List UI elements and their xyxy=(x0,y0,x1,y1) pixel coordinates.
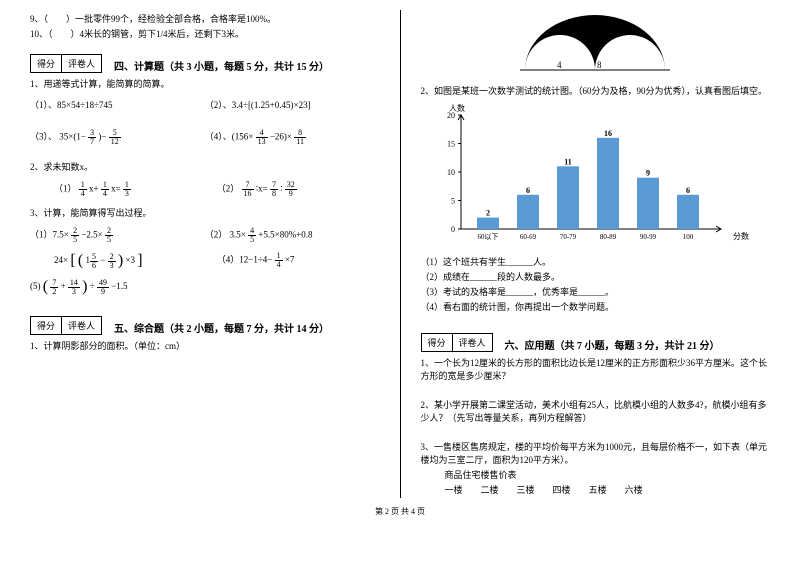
score-label: 得分 xyxy=(31,55,62,72)
q2: 2、如图是某班一次数学测试的统计图。（60分为及格，90分为优秀），认真看图后填… xyxy=(421,84,771,97)
sub1: （1）这个班共有学生______人。 xyxy=(421,255,771,268)
svg-text:16: 16 xyxy=(604,129,612,138)
arc-label-8: 8 xyxy=(597,60,602,70)
calc1-3: （3）、 35×(1− 37 )− 512 xyxy=(30,129,205,146)
calc2-2: （2） 716 ∶x= 78 ∶ 329 xyxy=(217,181,380,198)
svg-text:9: 9 xyxy=(646,169,650,178)
calc3-row3: (5) ( 72 + 143 ) ÷ 499 −1.5 xyxy=(30,278,380,296)
app3a: 3、一售楼区售房规定，楼的平均价每平方米为1000元，且每层价格不一，如下表（单… xyxy=(421,440,771,466)
section5-title: 五、综合题（共 2 小题，每题 7 分，共计 14 分） xyxy=(114,320,329,335)
reviewer-label: 评卷人 xyxy=(62,317,101,334)
floor-label: 五楼 xyxy=(589,485,607,495)
svg-text:15: 15 xyxy=(447,140,455,149)
floor-label: 四楼 xyxy=(553,485,571,495)
calc1-2: （2）、3.4÷[(1.25+0.45)×23] xyxy=(205,98,380,111)
c3-5: (5) ( 72 + 143 ) ÷ 499 −1.5 xyxy=(30,278,205,296)
app3b: 商品住宅楼售价表 xyxy=(421,468,771,481)
sub2: （2）成绩在______段的人数最多。 xyxy=(421,270,771,283)
score-label: 得分 xyxy=(31,317,62,334)
c3-3: 24× [ ( 156 − 23 ) ×3 ] xyxy=(30,252,217,270)
sub3: （3）考试的及格率是______，优秀率是______。 xyxy=(421,285,771,298)
svg-text:0: 0 xyxy=(451,225,455,234)
floor-label: 二楼 xyxy=(481,485,499,495)
calc2-row: （1） 14 x+ 14 x= 13 （2） 716 ∶x= 78 ∶ 329 xyxy=(30,181,380,198)
score-box-6: 得分 评卷人 xyxy=(421,333,493,352)
svg-text:20: 20 xyxy=(447,111,455,120)
score-label: 得分 xyxy=(422,334,453,351)
calc1-head: 1、用递等式计算，能简算的简算。 xyxy=(30,77,380,90)
floor-label: 六楼 xyxy=(625,485,643,495)
c3-1: （1）7.5× 25 −2.5× 25 xyxy=(30,227,205,244)
calc2-head: 2、求未知数x。 xyxy=(30,160,380,173)
svg-text:100: 100 xyxy=(682,233,693,241)
score-box-4: 得分 评卷人 xyxy=(30,54,102,73)
svg-text:60以下: 60以下 xyxy=(477,233,498,241)
q9: 9、（ ）一批零件99个，经检验全部合格，合格率是100%。 xyxy=(30,12,380,25)
floor-label: 三楼 xyxy=(517,485,535,495)
arc-figure: 4 8 xyxy=(515,10,675,80)
svg-text:6: 6 xyxy=(686,186,690,195)
calc1-4: （4）、(156× 413 −26)× 811 xyxy=(205,129,380,146)
q10: 10、（ ）4米长的钢管，剪下1/4米后，还剩下3米。 xyxy=(30,27,380,40)
bar-chart: 人数05101520260以下660-691170-791680-89990-9… xyxy=(421,101,771,251)
svg-text:60-69: 60-69 xyxy=(519,233,536,241)
page-footer: 第 2 页 共 4 页 xyxy=(0,506,800,517)
section6-title: 六、应用题（共 7 小题，每题 3 分，共计 21 分） xyxy=(505,337,720,352)
sub4: （4）看右面的统计图，你再提出一个数学问题。 xyxy=(421,300,771,313)
svg-text:90-99: 90-99 xyxy=(639,233,656,241)
calc1-row1: （1）、85×54÷18÷745 （2）、3.4÷[(1.25+0.45)×23… xyxy=(30,98,380,111)
svg-text:2: 2 xyxy=(486,209,490,218)
calc3-row2: 24× [ ( 156 − 23 ) ×3 ] （4）12−1÷4− 14 ×7 xyxy=(30,252,380,270)
calc1-1: （1）、85×54÷18÷745 xyxy=(30,98,205,111)
calc2-1: （1） 14 x+ 14 x= 13 xyxy=(54,181,217,198)
svg-text:80-89: 80-89 xyxy=(599,233,616,241)
section4-title: 四、计算题（共 3 小题，每题 5 分，共计 15 分） xyxy=(114,58,329,73)
c3-2: （2） 3.5× 45 +5.5×80%+0.8 xyxy=(205,227,380,244)
svg-text:6: 6 xyxy=(526,186,530,195)
calc3-head: 3、计算，能简算得写出过程。 xyxy=(30,206,380,219)
svg-text:10: 10 xyxy=(447,168,455,177)
calc1-row2: （3）、 35×(1− 37 )− 512 （4）、(156× 413 −26)… xyxy=(30,129,380,146)
calc3-row1: （1）7.5× 25 −2.5× 25 （2） 3.5× 45 +5.5×80%… xyxy=(30,227,380,244)
zh1: 1、计算阴影部分的面积。（单位：cm） xyxy=(30,339,380,352)
c3-4: （4）12−1÷4− 14 ×7 xyxy=(217,252,380,270)
svg-text:11: 11 xyxy=(564,157,572,166)
left-column: 9、（ ）一批零件99个，经检验全部合格，合格率是100%。 10、（ ）4米长… xyxy=(30,10,380,498)
score-box-5: 得分 评卷人 xyxy=(30,316,102,335)
right-column: 4 8 2、如图是某班一次数学测试的统计图。（60分为及格，90分为优秀），认真… xyxy=(421,10,771,498)
arc-label-4: 4 xyxy=(557,60,562,70)
svg-text:70-79: 70-79 xyxy=(559,233,576,241)
floor-row: 一楼 二楼 三楼 四楼 五楼 六楼 xyxy=(421,483,771,496)
reviewer-label: 评卷人 xyxy=(62,55,101,72)
app1: 1、一个长为12厘米的长方形的面积比边长是12厘米的正方形面积少36平方厘米。这… xyxy=(421,356,771,382)
reviewer-label: 评卷人 xyxy=(453,334,492,351)
svg-text:5: 5 xyxy=(451,197,455,206)
svg-text:分数: 分数 xyxy=(733,231,749,241)
app2: 2、某小学开展第二课堂活动，美术小组有25人，比航模小组的人数多4?，航模小组有… xyxy=(421,398,771,424)
column-divider xyxy=(400,10,401,498)
floor-label: 一楼 xyxy=(445,485,463,495)
